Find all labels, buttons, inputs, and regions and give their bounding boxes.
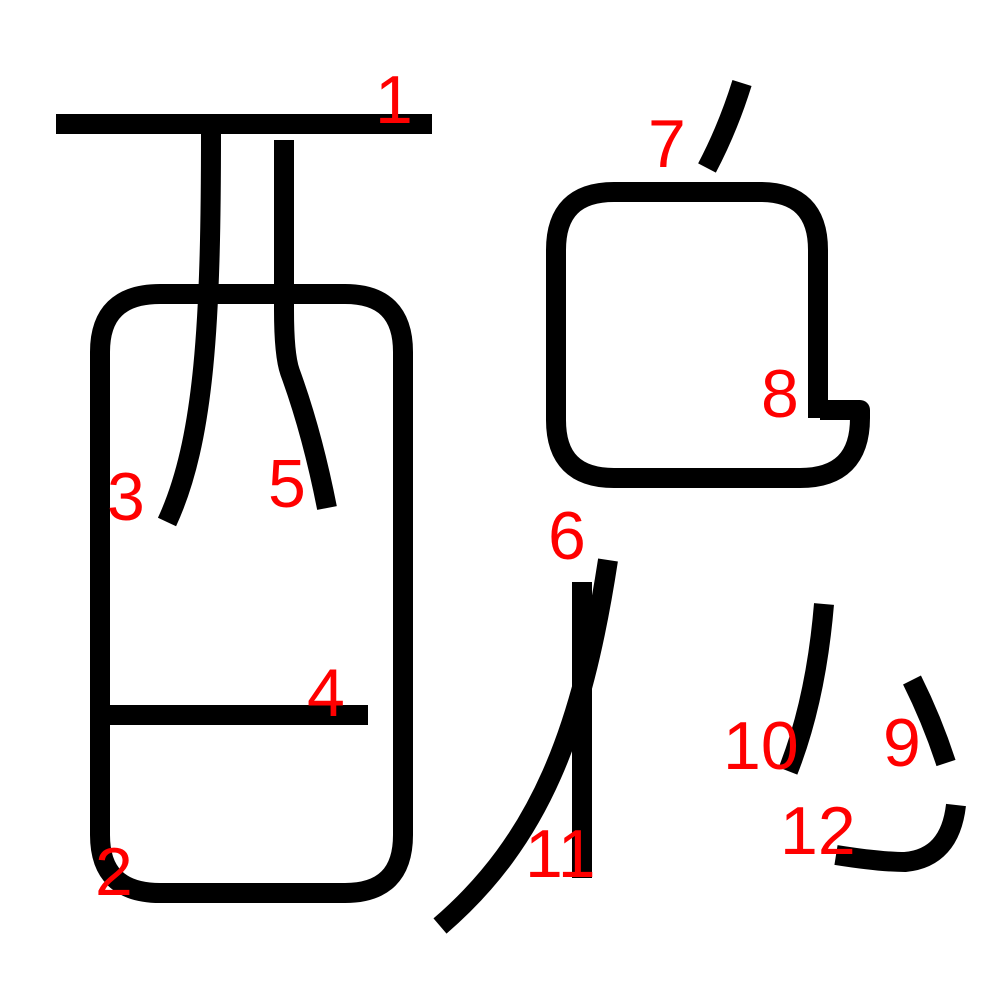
strokes-group — [56, 80, 966, 934]
stroke-number-6: 6 — [548, 498, 586, 574]
stroke-number-9: 9 — [883, 705, 921, 781]
stroke-5 — [274, 140, 337, 510]
stroke-10 — [778, 603, 834, 775]
stroke-8 — [546, 182, 870, 488]
stroke-number-7: 7 — [648, 106, 686, 182]
stroke-number-8: 8 — [761, 356, 799, 432]
stroke-12 — [834, 803, 966, 872]
stroke-number-3: 3 — [107, 459, 145, 535]
stroke-3 — [157, 131, 221, 527]
labels-group: 1 2 3 4 5 6 7 8 9 10 11 12 — [95, 62, 921, 910]
stroke-number-4: 4 — [307, 655, 345, 731]
stroke-9 — [903, 675, 956, 767]
stroke-7 — [698, 80, 752, 173]
stroke-number-2: 2 — [95, 834, 133, 910]
stroke-6 — [433, 558, 618, 934]
stroke-number-11: 11 — [525, 816, 596, 892]
stroke-number-1: 1 — [375, 62, 413, 138]
stroke-number-5: 5 — [268, 446, 306, 522]
stroke-2 — [90, 284, 413, 903]
stroke-number-10: 10 — [723, 708, 799, 784]
stroke-number-12: 12 — [780, 793, 856, 869]
